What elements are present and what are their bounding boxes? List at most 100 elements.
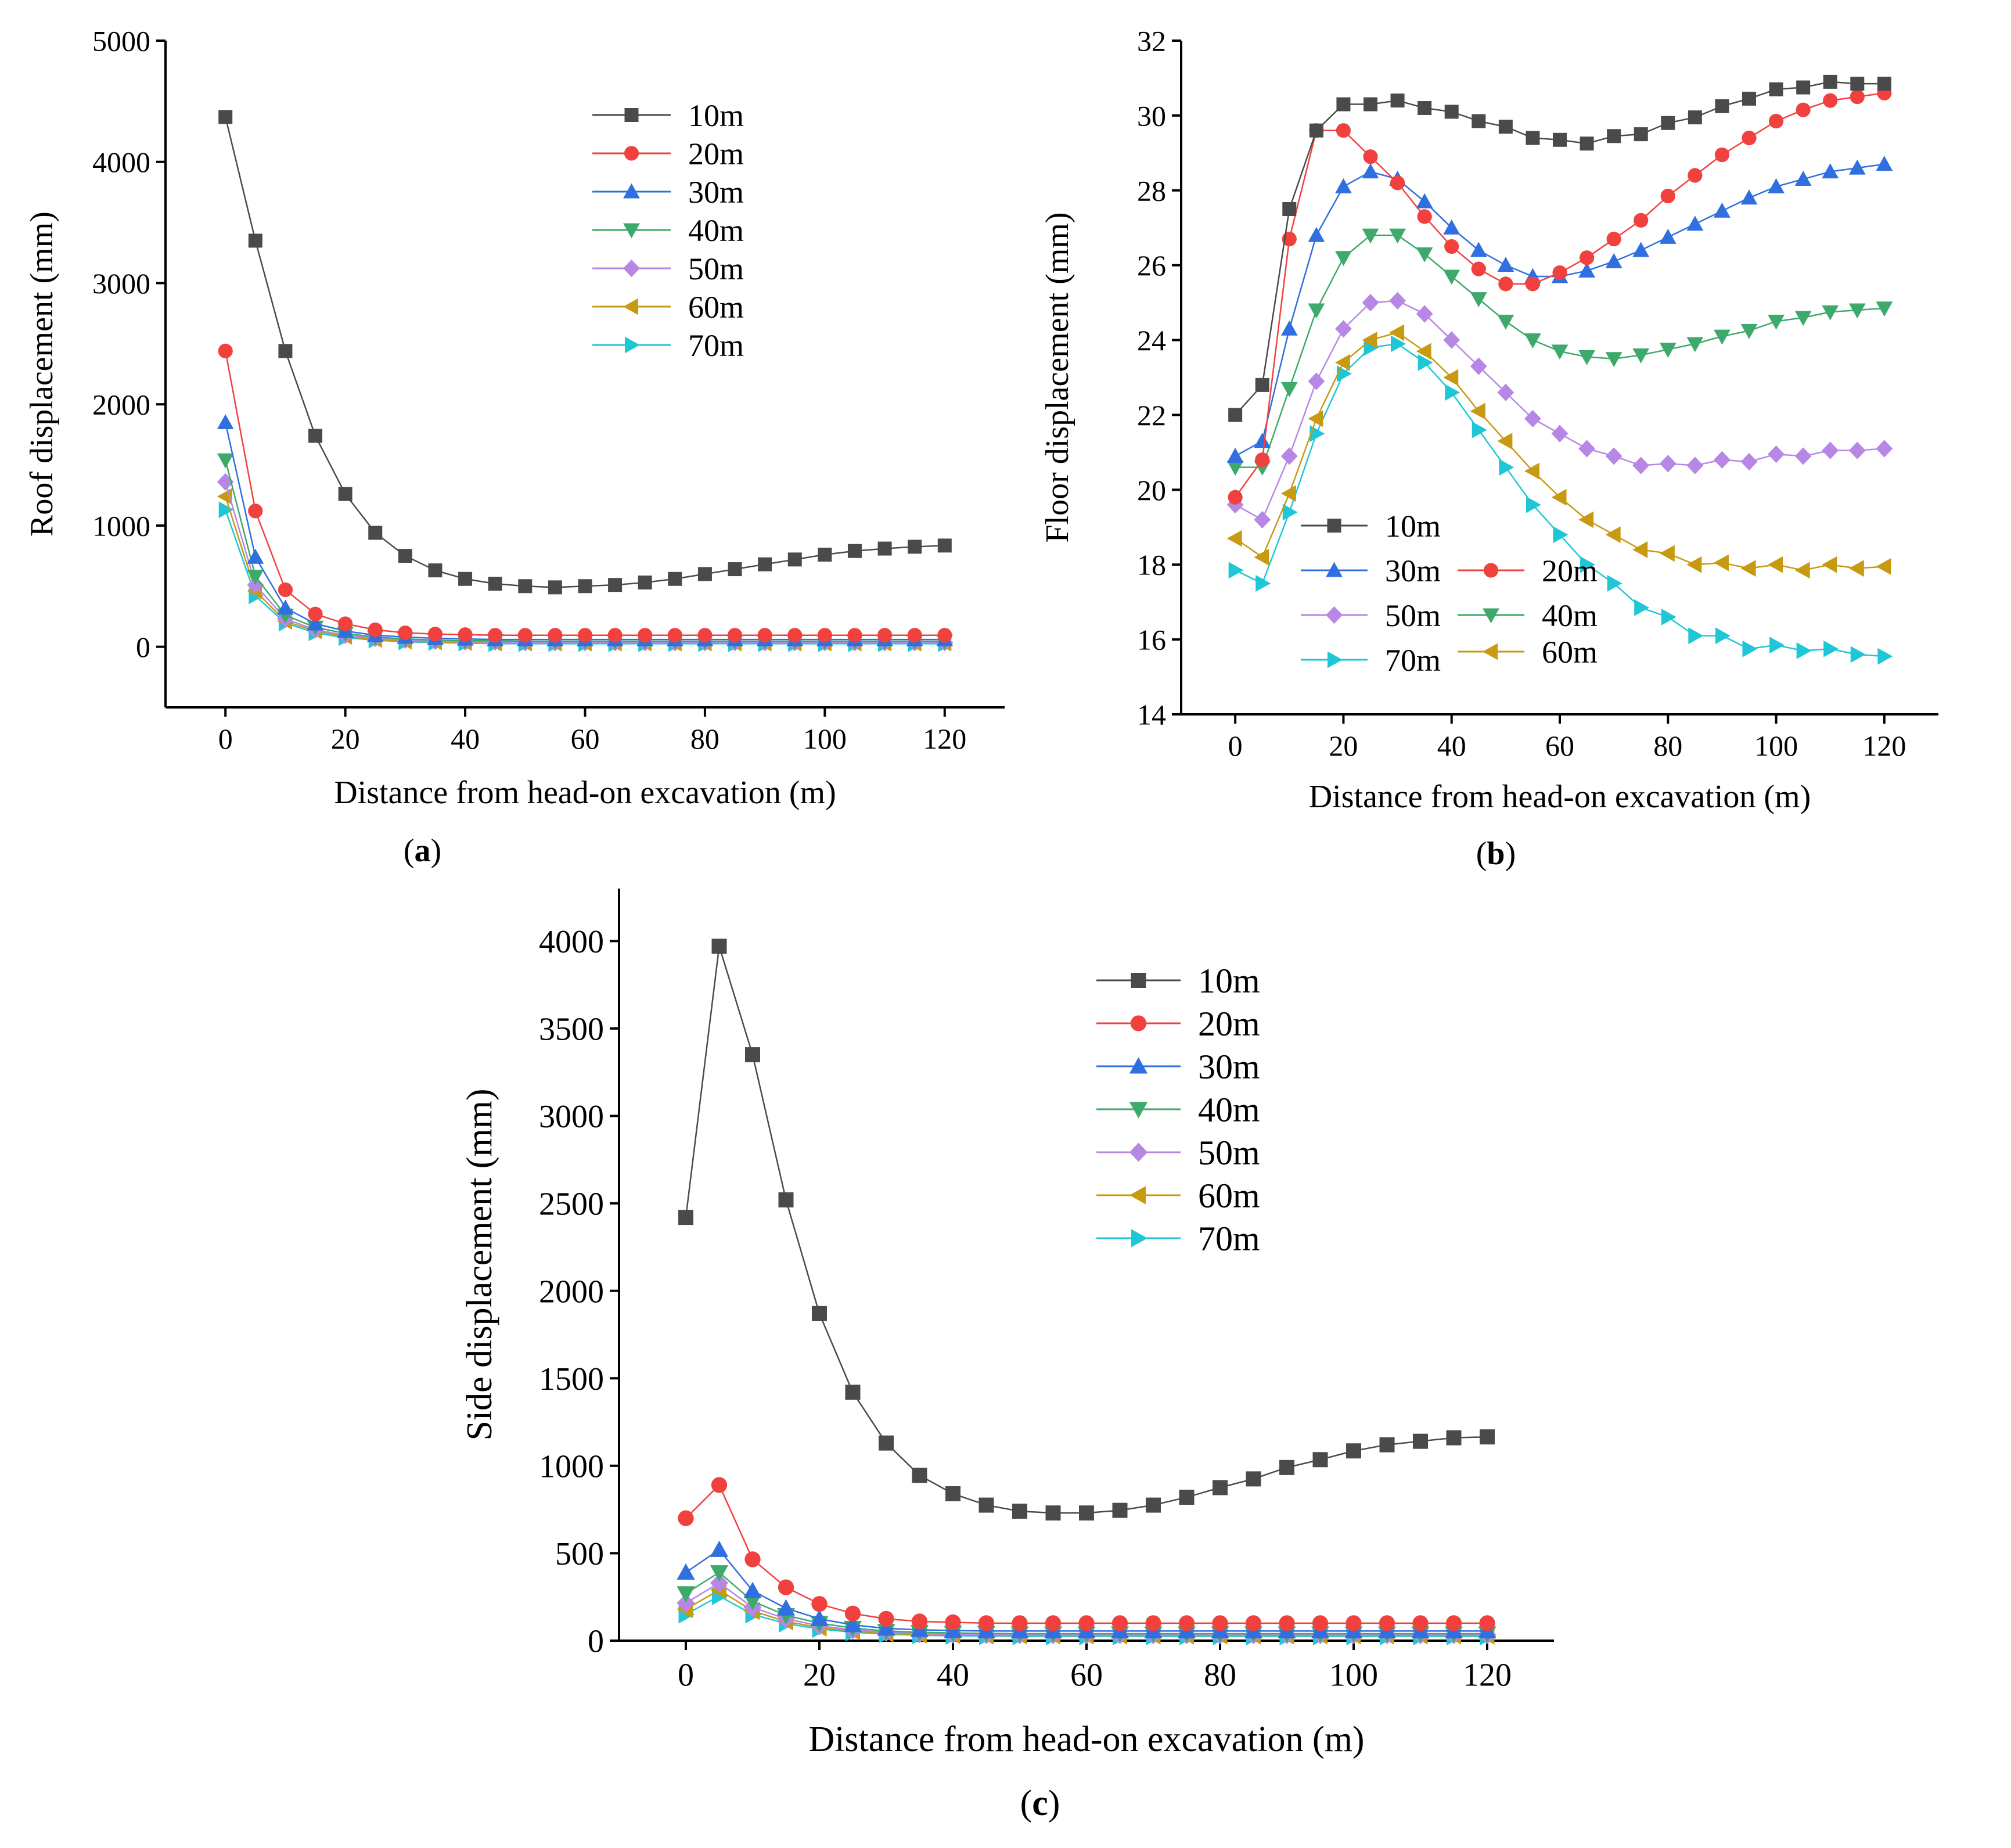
legend-marker-30m bbox=[1129, 1057, 1148, 1074]
legend-label: 50m bbox=[1385, 598, 1441, 633]
x-tick-label: 20 bbox=[331, 722, 360, 755]
legend-entry-10m: 10m bbox=[592, 98, 744, 133]
data-point-10m bbox=[1379, 1437, 1395, 1452]
data-point-20m bbox=[1634, 213, 1649, 228]
y-tick-label: 5000 bbox=[92, 25, 150, 57]
data-point-30m bbox=[776, 1599, 796, 1616]
data-point-10m bbox=[1446, 1430, 1462, 1446]
data-point-30m bbox=[1686, 215, 1704, 231]
data-point-60m bbox=[1768, 556, 1783, 573]
data-point-10m bbox=[1877, 77, 1891, 91]
legend-entry-20m: 20m bbox=[592, 136, 744, 171]
data-point-70m bbox=[1255, 575, 1271, 592]
data-point-10m bbox=[1312, 1452, 1328, 1468]
data-point-60m bbox=[1551, 488, 1567, 506]
legend-label: 40m bbox=[1542, 598, 1598, 633]
y-tick-label: 500 bbox=[555, 1536, 604, 1572]
chart-panel-b: 0 20 40 60 80 100 120 14 16 18 20 22 24 26 28 30 32 Dista… bbox=[1039, 25, 1938, 872]
data-point-20m bbox=[577, 628, 593, 643]
data-point-20m bbox=[697, 628, 713, 643]
data-point-60m bbox=[1280, 485, 1296, 502]
data-point-10m bbox=[847, 544, 862, 558]
data-point-70m bbox=[1580, 556, 1595, 573]
data-point-70m bbox=[1499, 459, 1514, 476]
data-point-10m bbox=[1309, 123, 1323, 138]
data-point-20m bbox=[1346, 1615, 1362, 1631]
data-point-50m bbox=[677, 1593, 695, 1613]
data-point-70m bbox=[1418, 354, 1433, 371]
data-point-40m bbox=[1822, 305, 1839, 321]
x-tick-label: 0 bbox=[218, 722, 233, 755]
data-point-10m bbox=[1850, 77, 1865, 91]
data-point-20m bbox=[1178, 1615, 1195, 1631]
data-point-10m bbox=[1228, 408, 1243, 422]
data-point-20m bbox=[1471, 261, 1486, 276]
data-point-10m bbox=[1246, 1471, 1261, 1487]
legend-label: 10m bbox=[688, 98, 744, 133]
data-point-20m bbox=[1012, 1615, 1028, 1631]
data-point-40m bbox=[1308, 303, 1325, 319]
chart-panel-c: 0 20 40 60 80 100 120 0 500 1000 1500 2000 2500 3000 3… bbox=[460, 889, 1554, 1823]
legend-marker-30m bbox=[623, 183, 640, 199]
data-point-10m bbox=[745, 1047, 760, 1063]
legend-marker-20m bbox=[1130, 1015, 1147, 1031]
data-point-40m bbox=[1416, 247, 1433, 263]
data-point-20m bbox=[937, 628, 952, 643]
legend-label: 60m bbox=[1542, 635, 1598, 670]
data-point-60m bbox=[1605, 526, 1621, 544]
data-point-10m bbox=[1444, 105, 1459, 119]
data-point-40m bbox=[1551, 344, 1568, 360]
data-point-70m bbox=[1661, 609, 1677, 625]
data-point-10m bbox=[1045, 1505, 1061, 1521]
data-point-30m bbox=[1605, 253, 1623, 268]
data-point-20m bbox=[711, 1477, 728, 1493]
data-point-40m bbox=[743, 1594, 762, 1610]
data-point-10m bbox=[912, 1468, 927, 1483]
data-point-40m bbox=[1335, 251, 1352, 267]
legend-entry-60m: 60m bbox=[592, 290, 744, 325]
x-tick-label: 100 bbox=[803, 722, 847, 755]
data-point-50m bbox=[1768, 445, 1785, 463]
data-point-30m bbox=[1822, 163, 1839, 179]
data-point-50m bbox=[1876, 440, 1893, 458]
y-axis-label: Roof displacement (mm) bbox=[24, 211, 60, 537]
x-tick-label: 80 bbox=[1204, 1658, 1236, 1694]
data-point-20m bbox=[847, 628, 862, 643]
legend-label: 50m bbox=[1198, 1134, 1260, 1172]
data-point-10m bbox=[578, 579, 592, 594]
data-point-50m bbox=[1686, 456, 1704, 474]
data-point-60m bbox=[1686, 556, 1702, 573]
data-point-40m bbox=[710, 1565, 729, 1582]
series-line-10m bbox=[685, 946, 1488, 1514]
series-40m bbox=[217, 453, 954, 650]
data-point-30m bbox=[1362, 163, 1379, 179]
data-point-20m bbox=[1245, 1615, 1262, 1631]
legend-entry-70m: 70m bbox=[1301, 643, 1441, 678]
data-point-10m bbox=[338, 487, 352, 501]
series-line-70m bbox=[225, 509, 945, 645]
data-point-10m bbox=[1079, 1505, 1094, 1521]
data-point-20m bbox=[844, 1605, 861, 1622]
data-point-20m bbox=[1379, 1615, 1395, 1631]
data-point-30m bbox=[1632, 242, 1650, 257]
data-point-20m bbox=[308, 606, 323, 621]
data-point-20m bbox=[548, 628, 563, 643]
data-point-30m bbox=[1714, 202, 1731, 218]
data-point-60m bbox=[1524, 462, 1539, 480]
data-point-20m bbox=[1111, 1615, 1128, 1631]
data-point-10m bbox=[1336, 97, 1351, 112]
data-point-10m bbox=[711, 939, 727, 954]
y-tick-label: 18 bbox=[1137, 549, 1166, 581]
y-tick-label: 4000 bbox=[539, 924, 604, 960]
data-point-40m bbox=[1497, 314, 1514, 330]
data-point-20m bbox=[978, 1615, 995, 1631]
data-point-10m bbox=[1364, 97, 1377, 112]
series-line-60m bbox=[225, 496, 945, 644]
data-point-70m bbox=[1877, 648, 1893, 665]
x-axis-label: Distance from head-on excavation (m) bbox=[1309, 779, 1811, 815]
data-point-20m bbox=[1823, 93, 1838, 108]
data-point-10m bbox=[668, 571, 682, 586]
data-point-20m bbox=[1525, 276, 1541, 292]
data-point-50m bbox=[1362, 293, 1379, 312]
data-point-20m bbox=[248, 504, 263, 519]
